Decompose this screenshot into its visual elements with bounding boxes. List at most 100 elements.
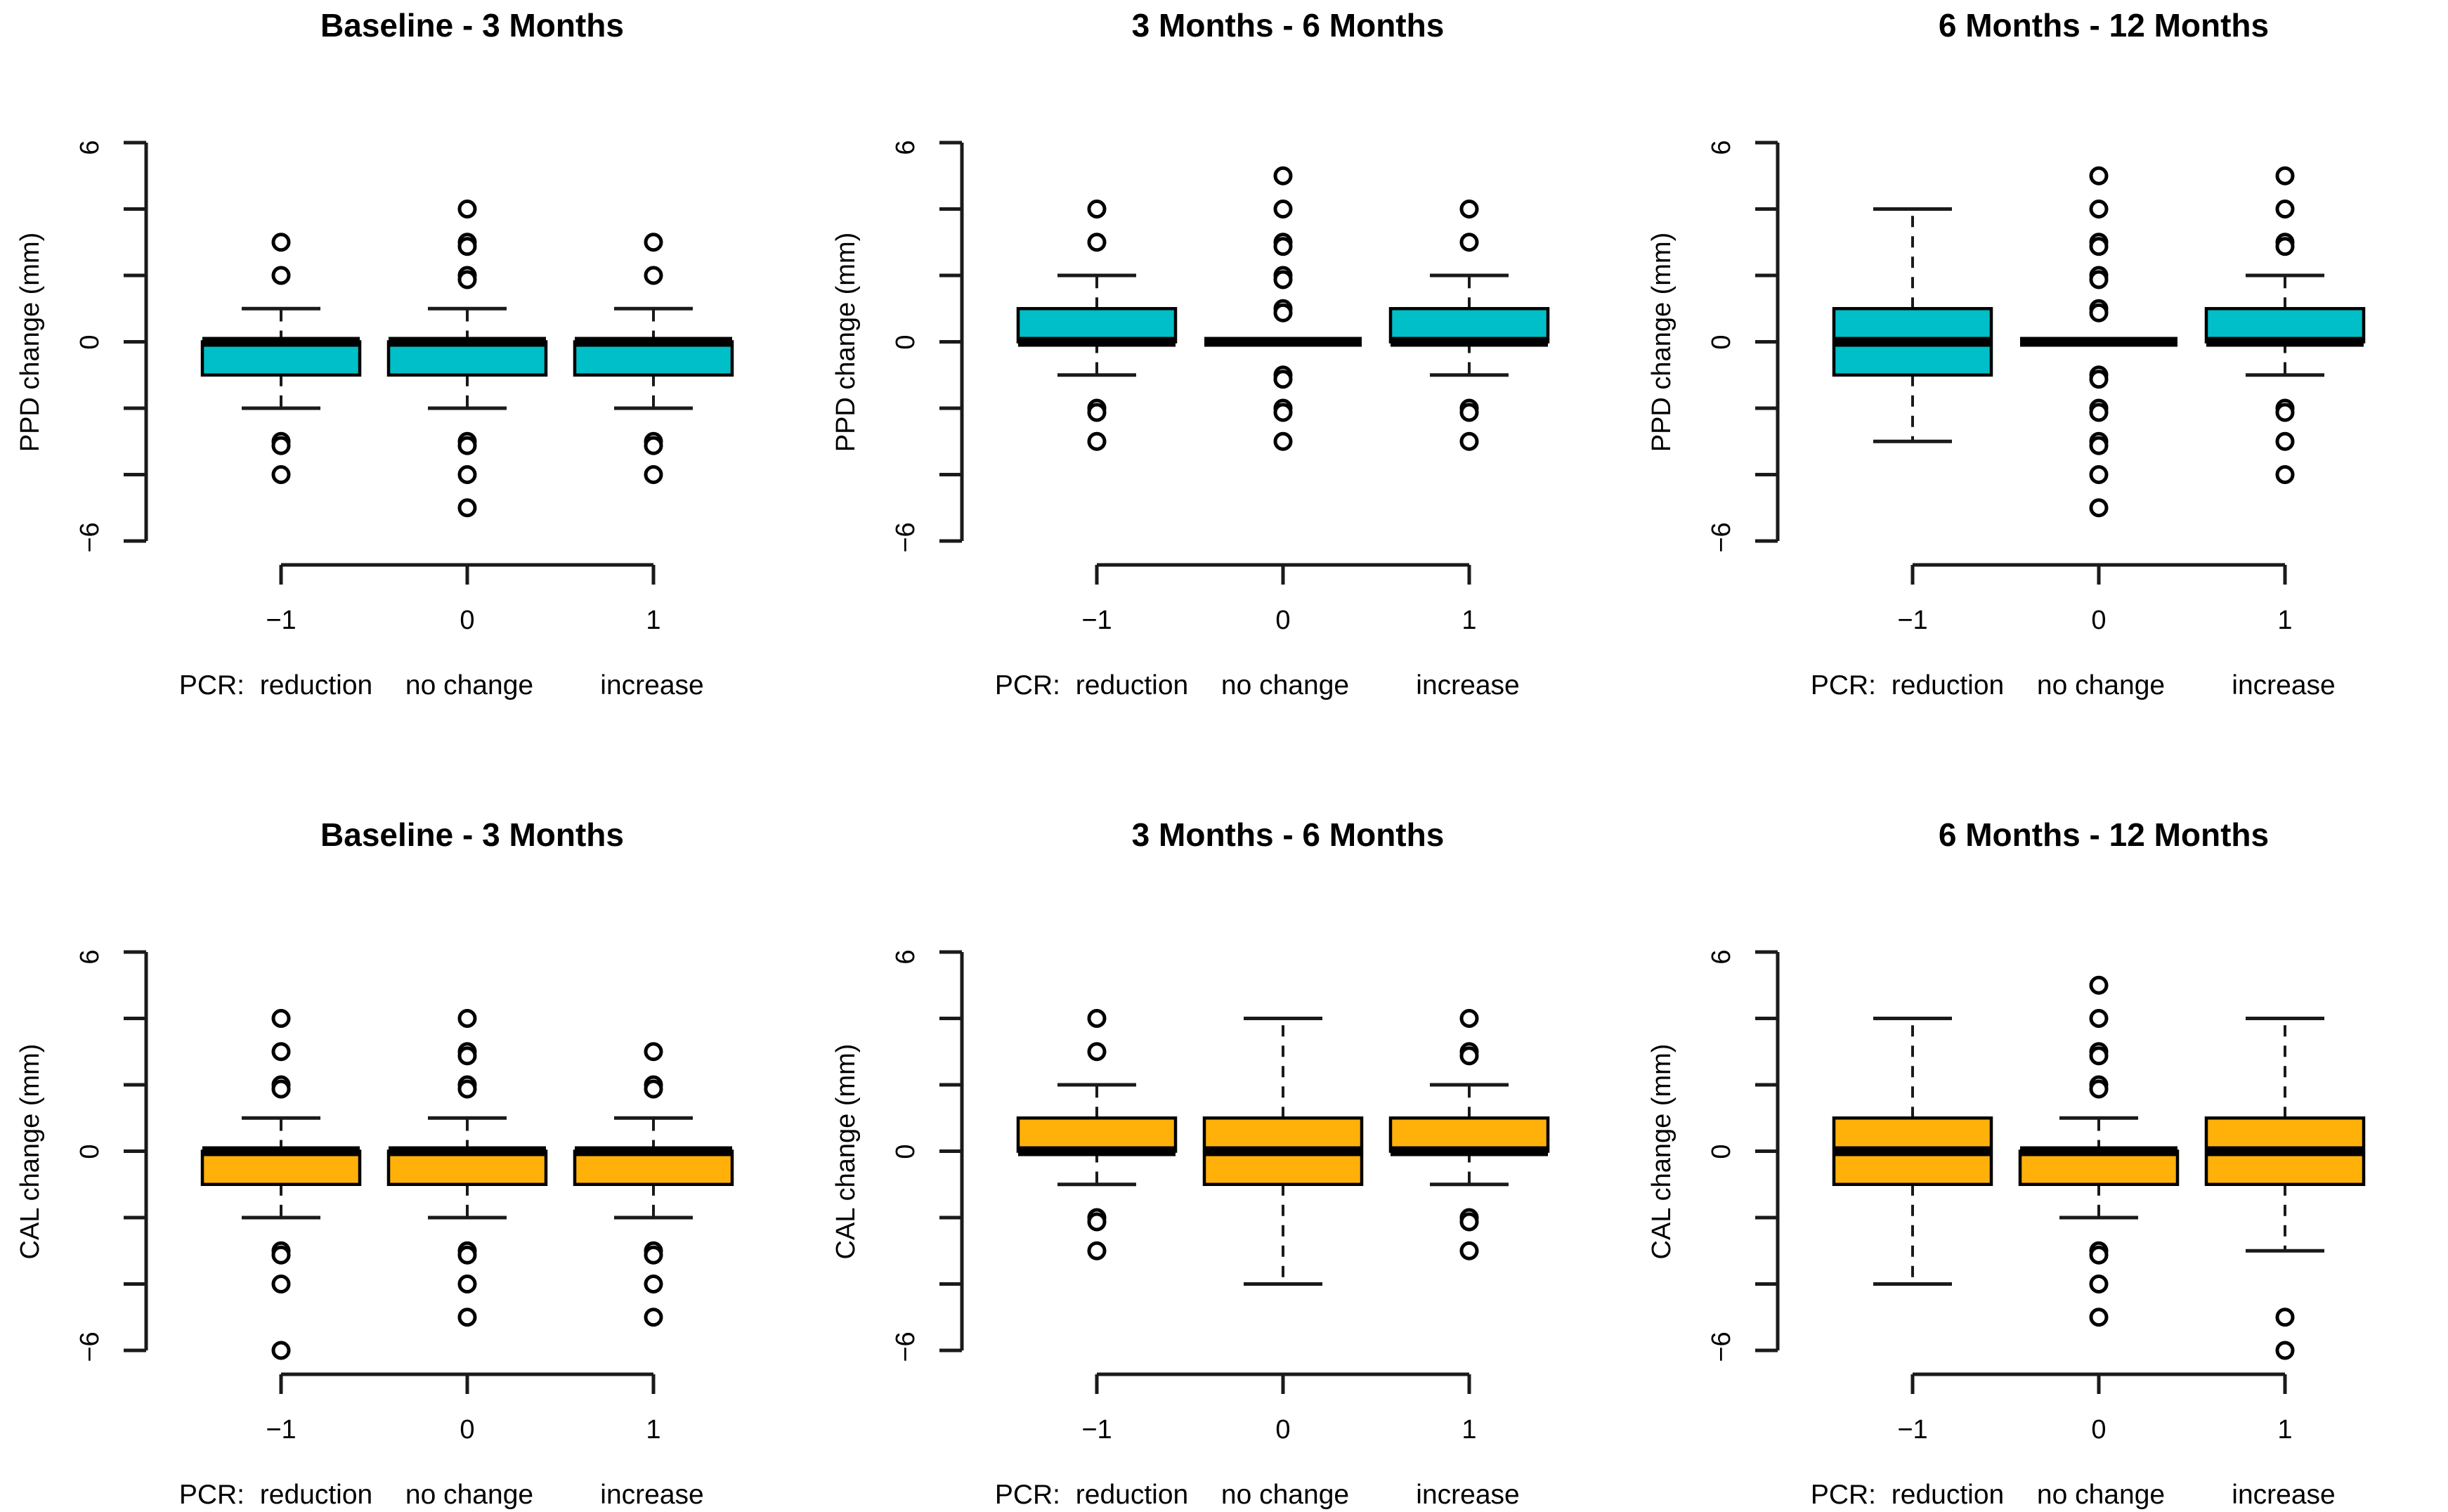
x-tick-label: −1 xyxy=(266,606,296,635)
y-tick-label: −6 xyxy=(75,522,105,552)
y-tick-label: 0 xyxy=(1707,1144,1736,1159)
box xyxy=(200,340,362,377)
x-tick-label: 1 xyxy=(646,1415,660,1445)
y-tick-label: 6 xyxy=(891,140,920,155)
y-axis-label: CAL change (mm) xyxy=(1647,1044,1677,1260)
panel-ppd-3m-6m: 3 Months - 6 Months PPD change (mm) 6 0 … xyxy=(816,0,1632,809)
outlier-point xyxy=(2275,465,2295,484)
outlier-point xyxy=(1459,233,1479,252)
x-tick-label: 1 xyxy=(1461,606,1476,635)
outlier-point xyxy=(2089,975,2109,995)
plot-area xyxy=(124,141,734,585)
outlier-point xyxy=(1087,403,1107,422)
outlier-point xyxy=(2275,431,2295,451)
outlier-point xyxy=(2089,237,2109,256)
outlier-point xyxy=(2275,1308,2295,1327)
outlier-point xyxy=(457,1275,477,1293)
outlier-point xyxy=(644,233,663,252)
outlier-point xyxy=(457,1046,477,1066)
plot-area xyxy=(939,950,1550,1394)
box xyxy=(1388,307,1550,344)
outlier-point xyxy=(1273,370,1293,389)
outlier-point xyxy=(1087,200,1107,219)
outlier-point xyxy=(457,270,477,289)
outlier-point xyxy=(2089,403,2109,422)
x-tick-label: 0 xyxy=(1275,1415,1290,1445)
outlier-point xyxy=(2275,403,2295,422)
y-tick-label: 6 xyxy=(75,949,105,964)
outlier-point xyxy=(644,465,663,484)
y-tick-label: 6 xyxy=(1707,140,1736,155)
outlier-point xyxy=(457,237,477,256)
caption-prefix: PCR: xyxy=(995,1480,1060,1510)
outlier-point xyxy=(2275,166,2295,185)
outlier-point xyxy=(457,1245,477,1265)
outlier-point xyxy=(1459,1241,1479,1260)
y-tick-label: 0 xyxy=(75,1144,105,1159)
x-tick-label: 1 xyxy=(1461,1415,1476,1445)
outlier-point xyxy=(271,1275,291,1293)
caption-prefix: PCR: xyxy=(179,1480,245,1510)
outlier-point xyxy=(2089,166,2109,185)
box xyxy=(2018,1149,2180,1186)
outlier-point xyxy=(1087,1241,1107,1260)
x-tick-label: 1 xyxy=(646,606,660,635)
y-axis-label: CAL change (mm) xyxy=(831,1044,861,1260)
caption-label: reduction xyxy=(1892,670,2004,700)
box xyxy=(1016,1116,1178,1153)
caption-prefix: PCR: xyxy=(995,670,1060,700)
outlier-point xyxy=(457,1009,477,1028)
boxplot-ppd-baseline-3m: Baseline - 3 Months PPD change (mm) 6 0 … xyxy=(15,7,734,700)
outlier-point xyxy=(644,1079,663,1099)
box xyxy=(386,340,548,377)
outlier-point xyxy=(644,1245,663,1265)
outlier-point xyxy=(2275,200,2295,219)
caption-label: increase xyxy=(1416,1480,1519,1510)
box xyxy=(200,1149,362,1186)
plot-area xyxy=(1755,950,2366,1394)
caption-prefix: PCR: xyxy=(1811,1480,1876,1510)
y-tick-label: −6 xyxy=(1707,522,1736,552)
y-tick-label: −6 xyxy=(891,1331,920,1362)
box xyxy=(386,1149,548,1186)
boxplot-ppd-6m-12m: 6 Months - 12 Months PPD change (mm) 6 0… xyxy=(1647,7,2366,700)
outlier-point xyxy=(457,436,477,455)
panel-title: 6 Months - 12 Months xyxy=(1939,816,2269,853)
outlier-point xyxy=(644,1042,663,1062)
panel-title: Baseline - 3 Months xyxy=(320,7,624,44)
x-tick-label: −1 xyxy=(266,1415,296,1445)
outlier-point xyxy=(2275,237,2295,256)
outlier-point xyxy=(271,1009,291,1028)
outlier-point xyxy=(1273,270,1293,289)
panel-ppd-baseline-3m: Baseline - 3 Months PPD change (mm) 6 0 … xyxy=(0,0,816,809)
outlier-point xyxy=(457,1079,477,1099)
box xyxy=(1016,307,1178,344)
outlier-point xyxy=(2089,1245,2109,1265)
panel-cal-baseline-3m: Baseline - 3 Months CAL change (mm) 6 0 … xyxy=(0,809,816,1512)
outlier-point xyxy=(1459,1212,1479,1232)
panel-title: Baseline - 3 Months xyxy=(320,816,624,853)
caption-label: increase xyxy=(600,670,703,700)
x-tick-label: −1 xyxy=(1081,1415,1112,1445)
caption-label: increase xyxy=(2232,1480,2335,1510)
outlier-point xyxy=(2089,1308,2109,1327)
y-tick-label: 0 xyxy=(891,334,920,349)
x-tick-label: −1 xyxy=(1897,1415,1927,1445)
plot-area xyxy=(124,950,734,1394)
outlier-point xyxy=(271,465,291,484)
box xyxy=(573,1149,734,1186)
boxplot-cal-3m-6m: 3 Months - 6 Months CAL change (mm) 6 0 … xyxy=(831,816,1550,1510)
outlier-point xyxy=(457,200,477,219)
boxplot-cal-baseline-3m: Baseline - 3 Months CAL change (mm) 6 0 … xyxy=(15,816,734,1510)
panel-cal-3m-6m: 3 Months - 6 Months CAL change (mm) 6 0 … xyxy=(816,809,1632,1512)
y-tick-label: −6 xyxy=(891,522,920,552)
outlier-point xyxy=(2089,200,2109,219)
x-tick-label: 0 xyxy=(2091,1415,2106,1445)
outlier-point xyxy=(1459,1046,1479,1066)
outlier-point xyxy=(457,498,477,518)
caption-label: reduction xyxy=(1076,1480,1188,1510)
x-tick-label: −1 xyxy=(1897,606,1927,635)
x-tick-label: 0 xyxy=(1275,606,1290,635)
outlier-point xyxy=(1273,303,1293,322)
